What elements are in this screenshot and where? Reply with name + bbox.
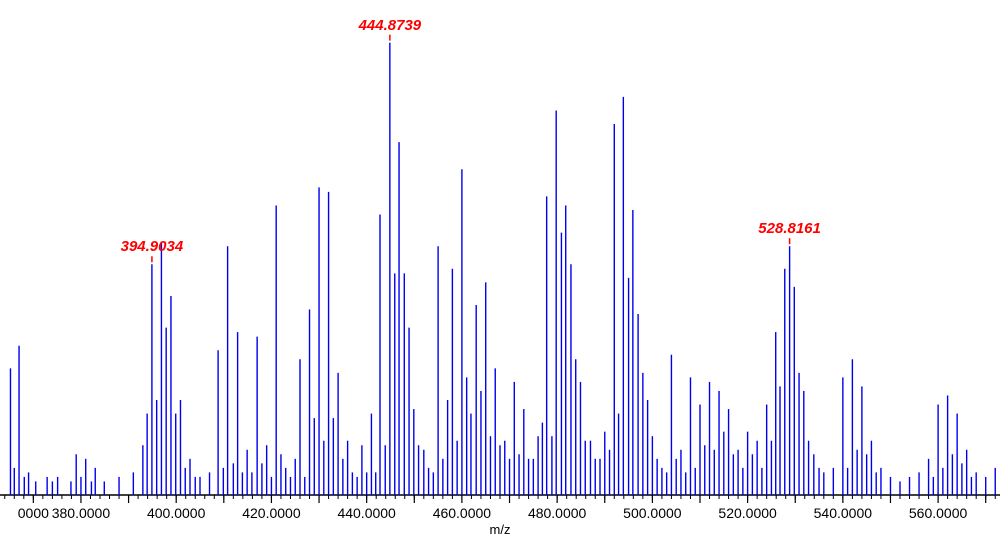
xtick-label: 420.0000 xyxy=(242,505,300,521)
spectrum-canvas xyxy=(0,0,1000,539)
xtick-label: 480.0000 xyxy=(528,505,586,521)
xtick-label: 400.0000 xyxy=(147,505,205,521)
xtick-label: 500.0000 xyxy=(623,505,681,521)
peak-annotation: 394.9034 xyxy=(121,238,184,255)
xtick-label: 380.0000 xyxy=(52,505,110,521)
peak-annotation: 444.8739 xyxy=(359,17,422,34)
peak-annotation: 528.8161 xyxy=(758,220,821,237)
mass-spectrum-plot: 394.9034 444.8739 528.8161 0000380.0000 400… xyxy=(0,0,1000,539)
xaxis-label: m/z xyxy=(0,522,1000,537)
xtick-label: 560.0000 xyxy=(909,505,967,521)
xtick-label: 540.0000 xyxy=(814,505,872,521)
xtick-label: 0000 xyxy=(18,505,49,521)
xtick-label: 520.0000 xyxy=(718,505,776,521)
xtick-label: 440.0000 xyxy=(337,505,395,521)
xtick-label: 460.0000 xyxy=(433,505,491,521)
